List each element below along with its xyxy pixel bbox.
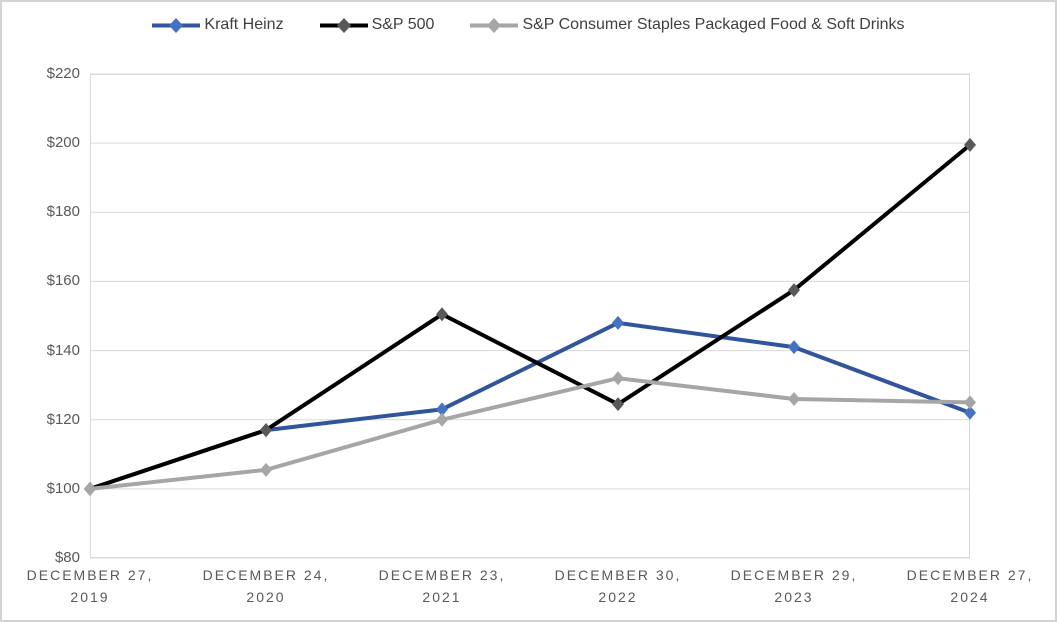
x-axis-tick-label-line: DECEMBER 29,: [730, 567, 858, 583]
y-axis-tick-label: $220: [46, 65, 80, 82]
legend-label-sp500: S&P 500: [371, 16, 435, 33]
x-axis-tick-label-line: 2020: [246, 589, 286, 605]
plot-area: [84, 73, 976, 559]
x-axis-tick-label-line: 2023: [774, 589, 814, 605]
data-point-marker: [84, 481, 96, 496]
chart-legend: Kraft Heinz S&P 500 S&P Consumer Staples…: [2, 16, 1055, 34]
legend-label-consumer-staples: S&P Consumer Staples Packaged Food & Sof…: [522, 16, 905, 33]
data-point-marker: [612, 371, 624, 386]
x-axis-tick-label-line: DECEMBER 27,: [906, 567, 1034, 583]
plot-border: [90, 74, 970, 558]
data-point-marker: [436, 412, 448, 427]
series-line-2: [88, 376, 972, 491]
x-axis-tick-label-line: 2021: [422, 589, 462, 605]
y-axis-tick-label: $180: [46, 203, 80, 221]
x-axis-tick-label-line: 2024: [950, 589, 990, 605]
x-axis-tick-label: DECEMBER 24, 2020: [166, 564, 366, 608]
x-axis-tick-label: DECEMBER 29, 2023: [694, 564, 894, 608]
data-point-marker: [788, 391, 800, 406]
data-point-marker: [964, 405, 976, 420]
y-axis-tick-label: $200: [46, 134, 80, 152]
x-axis-tick-label-line: DECEMBER 23,: [378, 567, 506, 583]
x-axis-tick-label-line: 2019: [70, 589, 110, 605]
data-point-marker: [436, 307, 448, 322]
legend-item-kraft-heinz: Kraft Heinz: [152, 16, 284, 34]
legend-item-sp500: S&P 500: [319, 16, 435, 34]
y-axis-tick-label: $80: [54, 549, 80, 566]
legend-label-kraft-heinz: Kraft Heinz: [204, 16, 284, 33]
data-point-marker: [964, 395, 976, 410]
y-axis-tick-label: $120: [46, 410, 80, 428]
x-axis-tick-label: DECEMBER 27, 2024: [870, 564, 1057, 608]
data-point-marker: [964, 137, 976, 152]
data-point-marker: [788, 340, 800, 355]
data-point-marker: [260, 462, 272, 477]
x-axis-tick-label-line: DECEMBER 30,: [554, 567, 682, 583]
x-axis-tick-label: DECEMBER 23, 2021: [342, 564, 542, 608]
series-line-1: [88, 142, 972, 491]
legend-item-consumer-staples: S&P Consumer Staples Packaged Food & Sof…: [470, 16, 905, 34]
x-axis-tick-label-line: DECEMBER 24,: [202, 567, 330, 583]
x-axis-tick-label-line: DECEMBER 27,: [26, 567, 154, 583]
data-point-marker: [436, 402, 448, 417]
data-point-marker: [612, 397, 624, 412]
y-axis-tick-label: $160: [46, 272, 80, 290]
data-point-marker: [612, 315, 624, 330]
legend-marker-sp500-icon: [319, 17, 368, 33]
x-axis-tick-label: DECEMBER 30, 2022: [518, 564, 718, 608]
series-line-0: [88, 320, 972, 491]
legend-marker-consumer-staples-icon: [470, 17, 519, 33]
data-point-marker: [788, 283, 800, 298]
x-axis-tick-label: DECEMBER 27, 2019: [0, 564, 190, 608]
y-axis-tick-label: $100: [46, 479, 80, 497]
x-axis-tick-label-line: 2022: [598, 589, 638, 605]
y-axis-tick-label: $140: [46, 341, 80, 359]
data-point-marker: [260, 423, 272, 438]
legend-marker-kraft-heinz-icon: [152, 17, 201, 33]
